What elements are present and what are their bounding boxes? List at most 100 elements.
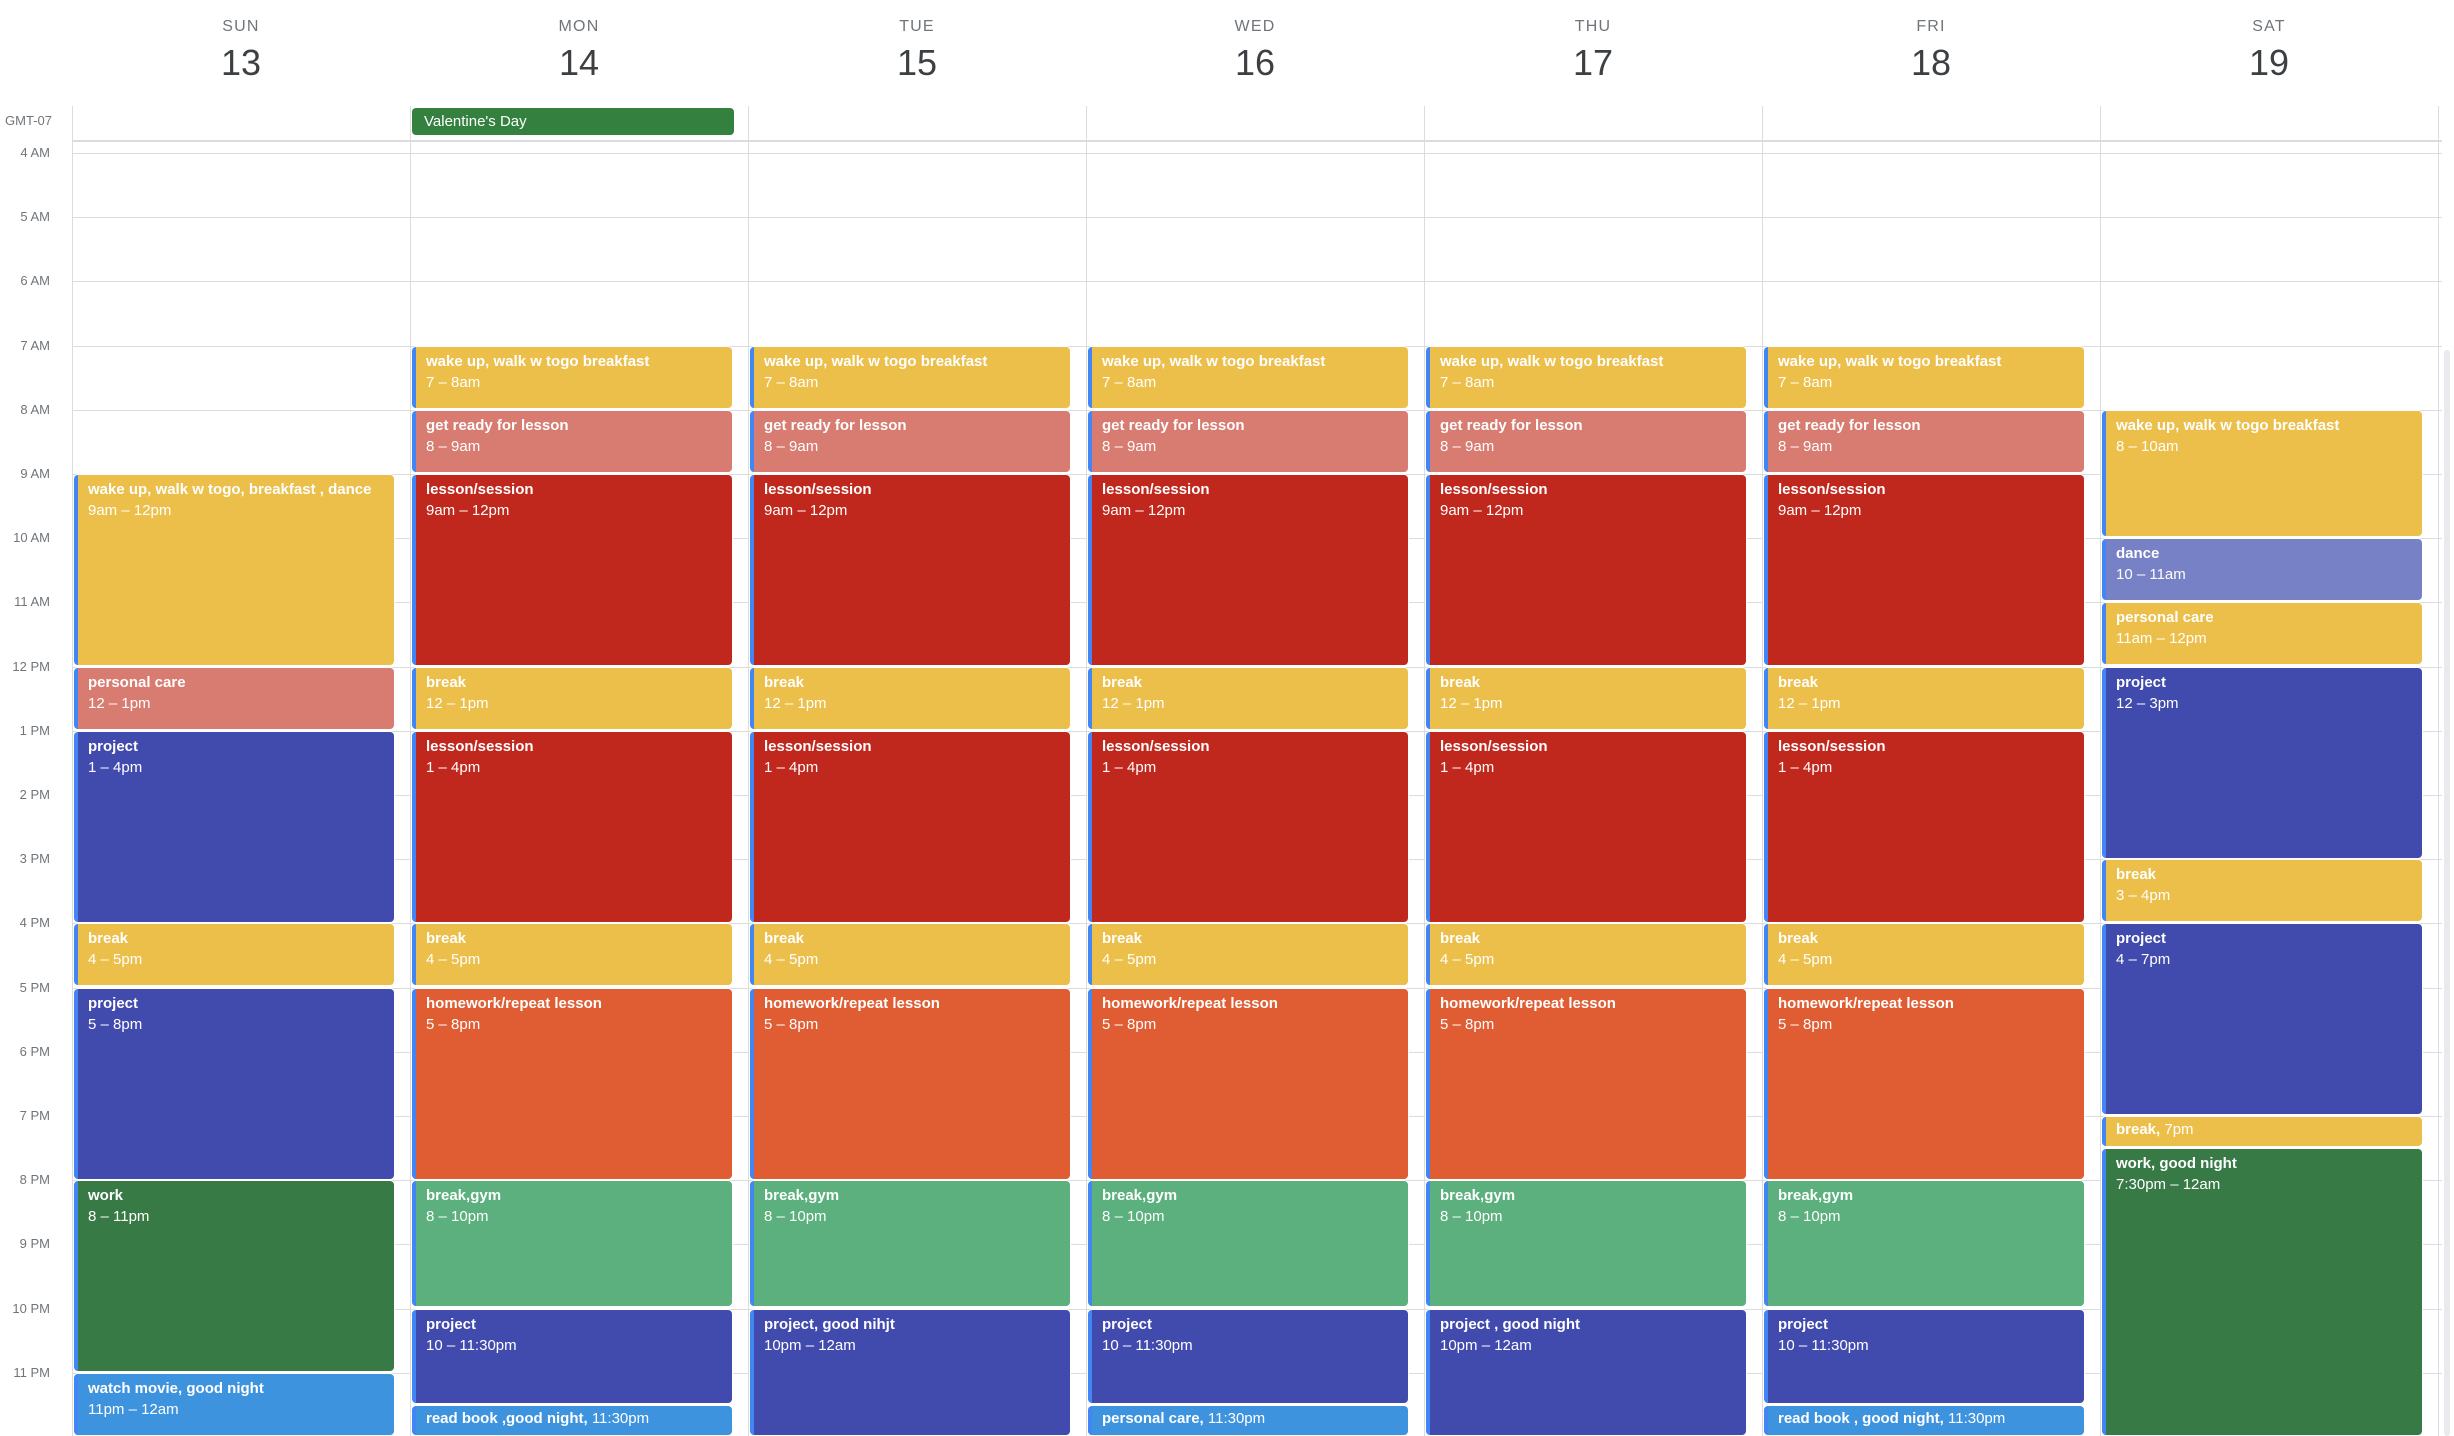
calendar-event[interactable]: watch movie, good night 11pm – 12am xyxy=(74,1374,394,1435)
calendar-event[interactable]: lesson/session 1 – 4pm xyxy=(1764,732,2084,922)
event-title: wake up, walk w togo breakfast xyxy=(1778,353,2002,370)
calendar-event[interactable]: wake up, walk w togo breakfast 7 – 8am xyxy=(412,347,732,408)
calendar-event[interactable]: wake up, walk w togo breakfast 7 – 8am xyxy=(1426,347,1746,408)
event-title: lesson/session xyxy=(764,481,872,498)
calendar-event[interactable]: break 4 – 5pm xyxy=(1764,924,2084,985)
calendar-event[interactable]: break 4 – 5pm xyxy=(1426,924,1746,985)
calendar-event[interactable]: work, good night 7:30pm – 12am xyxy=(2102,1149,2422,1435)
event-title: break,gym xyxy=(1440,1187,1516,1204)
calendar-event[interactable]: read book ,good night, 11:30pm xyxy=(412,1406,732,1435)
event-title: project xyxy=(426,1316,477,1333)
calendar-event[interactable]: break 4 – 5pm xyxy=(74,924,394,985)
event-title: break xyxy=(764,930,805,947)
hour-gridline xyxy=(72,1180,2442,1181)
calendar-event[interactable]: project 12 – 3pm xyxy=(2102,668,2422,858)
day-number[interactable]: 13 xyxy=(220,42,262,83)
calendar-event[interactable]: break 12 – 1pm xyxy=(1426,668,1746,729)
calendar-event[interactable]: get ready for lesson 8 – 9am xyxy=(1426,411,1746,472)
calendar-event[interactable]: break 12 – 1pm xyxy=(1088,668,1408,729)
calendar-event[interactable]: lesson/session 1 – 4pm xyxy=(1426,732,1746,922)
day-number[interactable]: 16 xyxy=(1234,42,1276,83)
calendar-event[interactable]: lesson/session 9am – 12pm xyxy=(1088,475,1408,665)
calendar-event[interactable]: wake up, walk w togo, breakfast , dance 9… xyxy=(74,475,394,665)
calendar-event[interactable]: lesson/session 9am – 12pm xyxy=(750,475,1070,665)
day-number[interactable]: 17 xyxy=(1572,42,1614,83)
calendar-event[interactable]: lesson/session 1 – 4pm xyxy=(1088,732,1408,922)
calendar-event[interactable]: project 4 – 7pm xyxy=(2102,924,2422,1114)
day-number[interactable]: 18 xyxy=(1910,42,1952,83)
day-number[interactable]: 14 xyxy=(558,42,600,83)
calendar-event[interactable]: personal care 12 – 1pm xyxy=(74,668,394,729)
calendar-event[interactable]: break,gym 8 – 10pm xyxy=(1426,1181,1746,1306)
calendar-event[interactable]: homework/repeat lesson 5 – 8pm xyxy=(1088,989,1408,1179)
day-header-sat[interactable]: SAT 19 xyxy=(2100,0,2438,100)
day-number[interactable]: 19 xyxy=(2248,42,2290,83)
calendar-event[interactable]: break 12 – 1pm xyxy=(412,668,732,729)
calendar-event[interactable]: homework/repeat lesson 5 – 8pm xyxy=(412,989,732,1179)
event-title: wake up, walk w togo breakfast xyxy=(764,353,988,370)
calendar-event[interactable]: break 12 – 1pm xyxy=(750,668,1070,729)
calendar-event[interactable]: lesson/session 1 – 4pm xyxy=(750,732,1070,922)
calendar-event[interactable]: wake up, walk w togo breakfast 7 – 8am xyxy=(1088,347,1408,408)
calendar-event[interactable]: dance 10 – 11am xyxy=(2102,539,2422,600)
event-title: wake up, walk w togo breakfast xyxy=(1440,353,1664,370)
event-title: break xyxy=(2116,866,2157,883)
calendar-event[interactable]: project, good nihjt 10pm – 12am xyxy=(750,1310,1070,1435)
calendar-event[interactable]: get ready for lesson 8 – 9am xyxy=(1764,411,2084,472)
calendar-event[interactable]: work 8 – 11pm xyxy=(74,1181,394,1371)
day-header-tue[interactable]: TUE 15 xyxy=(748,0,1086,100)
calendar-event[interactable]: get ready for lesson 8 – 9am xyxy=(1088,411,1408,472)
day-header-mon[interactable]: MON 14 xyxy=(410,0,748,100)
calendar-event[interactable]: project , good night 10pm – 12am xyxy=(1426,1310,1746,1435)
calendar-event[interactable]: break 4 – 5pm xyxy=(412,924,732,985)
calendar-event[interactable]: break 12 – 1pm xyxy=(1764,668,2084,729)
calendar-event[interactable]: project 1 – 4pm xyxy=(74,732,394,922)
calendar-event[interactable]: homework/repeat lesson 5 – 8pm xyxy=(1426,989,1746,1179)
hour-gridline xyxy=(72,923,2442,924)
calendar-event[interactable]: break,gym 8 – 10pm xyxy=(1088,1181,1408,1306)
calendar-event[interactable]: project 5 – 8pm xyxy=(74,989,394,1179)
calendar-event[interactable]: break 4 – 5pm xyxy=(750,924,1070,985)
day-column-divider xyxy=(1424,106,1425,1436)
calendar-event[interactable]: break,gym 8 – 10pm xyxy=(412,1181,732,1306)
event-time: 10 – 11:30pm xyxy=(426,1337,517,1354)
calendar-event[interactable]: wake up, walk w togo breakfast 8 – 10am xyxy=(2102,411,2422,536)
calendar-event[interactable]: personal care 11am – 12pm xyxy=(2102,603,2422,664)
event-time: 4 – 5pm xyxy=(1102,951,1157,968)
calendar-event[interactable]: project 10 – 11:30pm xyxy=(1088,1310,1408,1403)
calendar-event[interactable]: break,gym 8 – 10pm xyxy=(750,1181,1070,1306)
event-time: 12 – 1pm xyxy=(1102,695,1165,712)
event-title: break xyxy=(426,930,467,947)
day-header-thu[interactable]: THU 17 xyxy=(1424,0,1762,100)
day-header-fri[interactable]: FRI 18 xyxy=(1762,0,2100,100)
vertical-scrollbar[interactable] xyxy=(2444,350,2450,1436)
day-of-week: SAT xyxy=(2252,18,2286,35)
calendar-event[interactable]: homework/repeat lesson 5 – 8pm xyxy=(1764,989,2084,1179)
calendar-event[interactable]: lesson/session 9am – 12pm xyxy=(412,475,732,665)
calendar-event[interactable]: homework/repeat lesson 5 – 8pm xyxy=(750,989,1070,1179)
calendar-event[interactable]: get ready for lesson 8 – 9am xyxy=(412,411,732,472)
calendar-event[interactable]: break 4 – 5pm xyxy=(1088,924,1408,985)
calendar-event[interactable]: lesson/session 9am – 12pm xyxy=(1426,475,1746,665)
calendar-event[interactable]: wake up, walk w togo breakfast 7 – 8am xyxy=(750,347,1070,408)
calendar-event[interactable]: wake up, walk w togo breakfast 7 – 8am xyxy=(1764,347,2084,408)
event-title: wake up, walk w togo, breakfast , dance xyxy=(88,481,372,498)
calendar-event[interactable]: personal care, 11:30pm xyxy=(1088,1406,1408,1435)
calendar-event[interactable]: lesson/session 1 – 4pm xyxy=(412,732,732,922)
calendar-event[interactable]: break,gym 8 – 10pm xyxy=(1764,1181,2084,1306)
calendar-event[interactable]: break 3 – 4pm xyxy=(2102,860,2422,921)
event-title: homework/repeat lesson xyxy=(764,995,940,1012)
event-time: 11pm – 12am xyxy=(88,1401,179,1418)
calendar-event[interactable]: read book , good night, 11:30pm xyxy=(1764,1406,2084,1435)
event-time: 12 – 1pm xyxy=(88,695,151,712)
allday-event[interactable]: Valentine's Day xyxy=(412,108,734,135)
calendar-event[interactable]: project 10 – 11:30pm xyxy=(1764,1310,2084,1403)
calendar-event[interactable]: project 10 – 11:30pm xyxy=(412,1310,732,1403)
day-header-wed[interactable]: WED 16 xyxy=(1086,0,1424,100)
day-number[interactable]: 15 xyxy=(896,42,938,83)
calendar-event[interactable]: get ready for lesson 8 – 9am xyxy=(750,411,1070,472)
day-header-sun[interactable]: SUN 13 xyxy=(72,0,410,100)
calendar-event[interactable]: break, 7pm xyxy=(2102,1117,2422,1146)
calendar-event[interactable]: lesson/session 9am – 12pm xyxy=(1764,475,2084,665)
event-title: homework/repeat lesson xyxy=(1102,995,1278,1012)
